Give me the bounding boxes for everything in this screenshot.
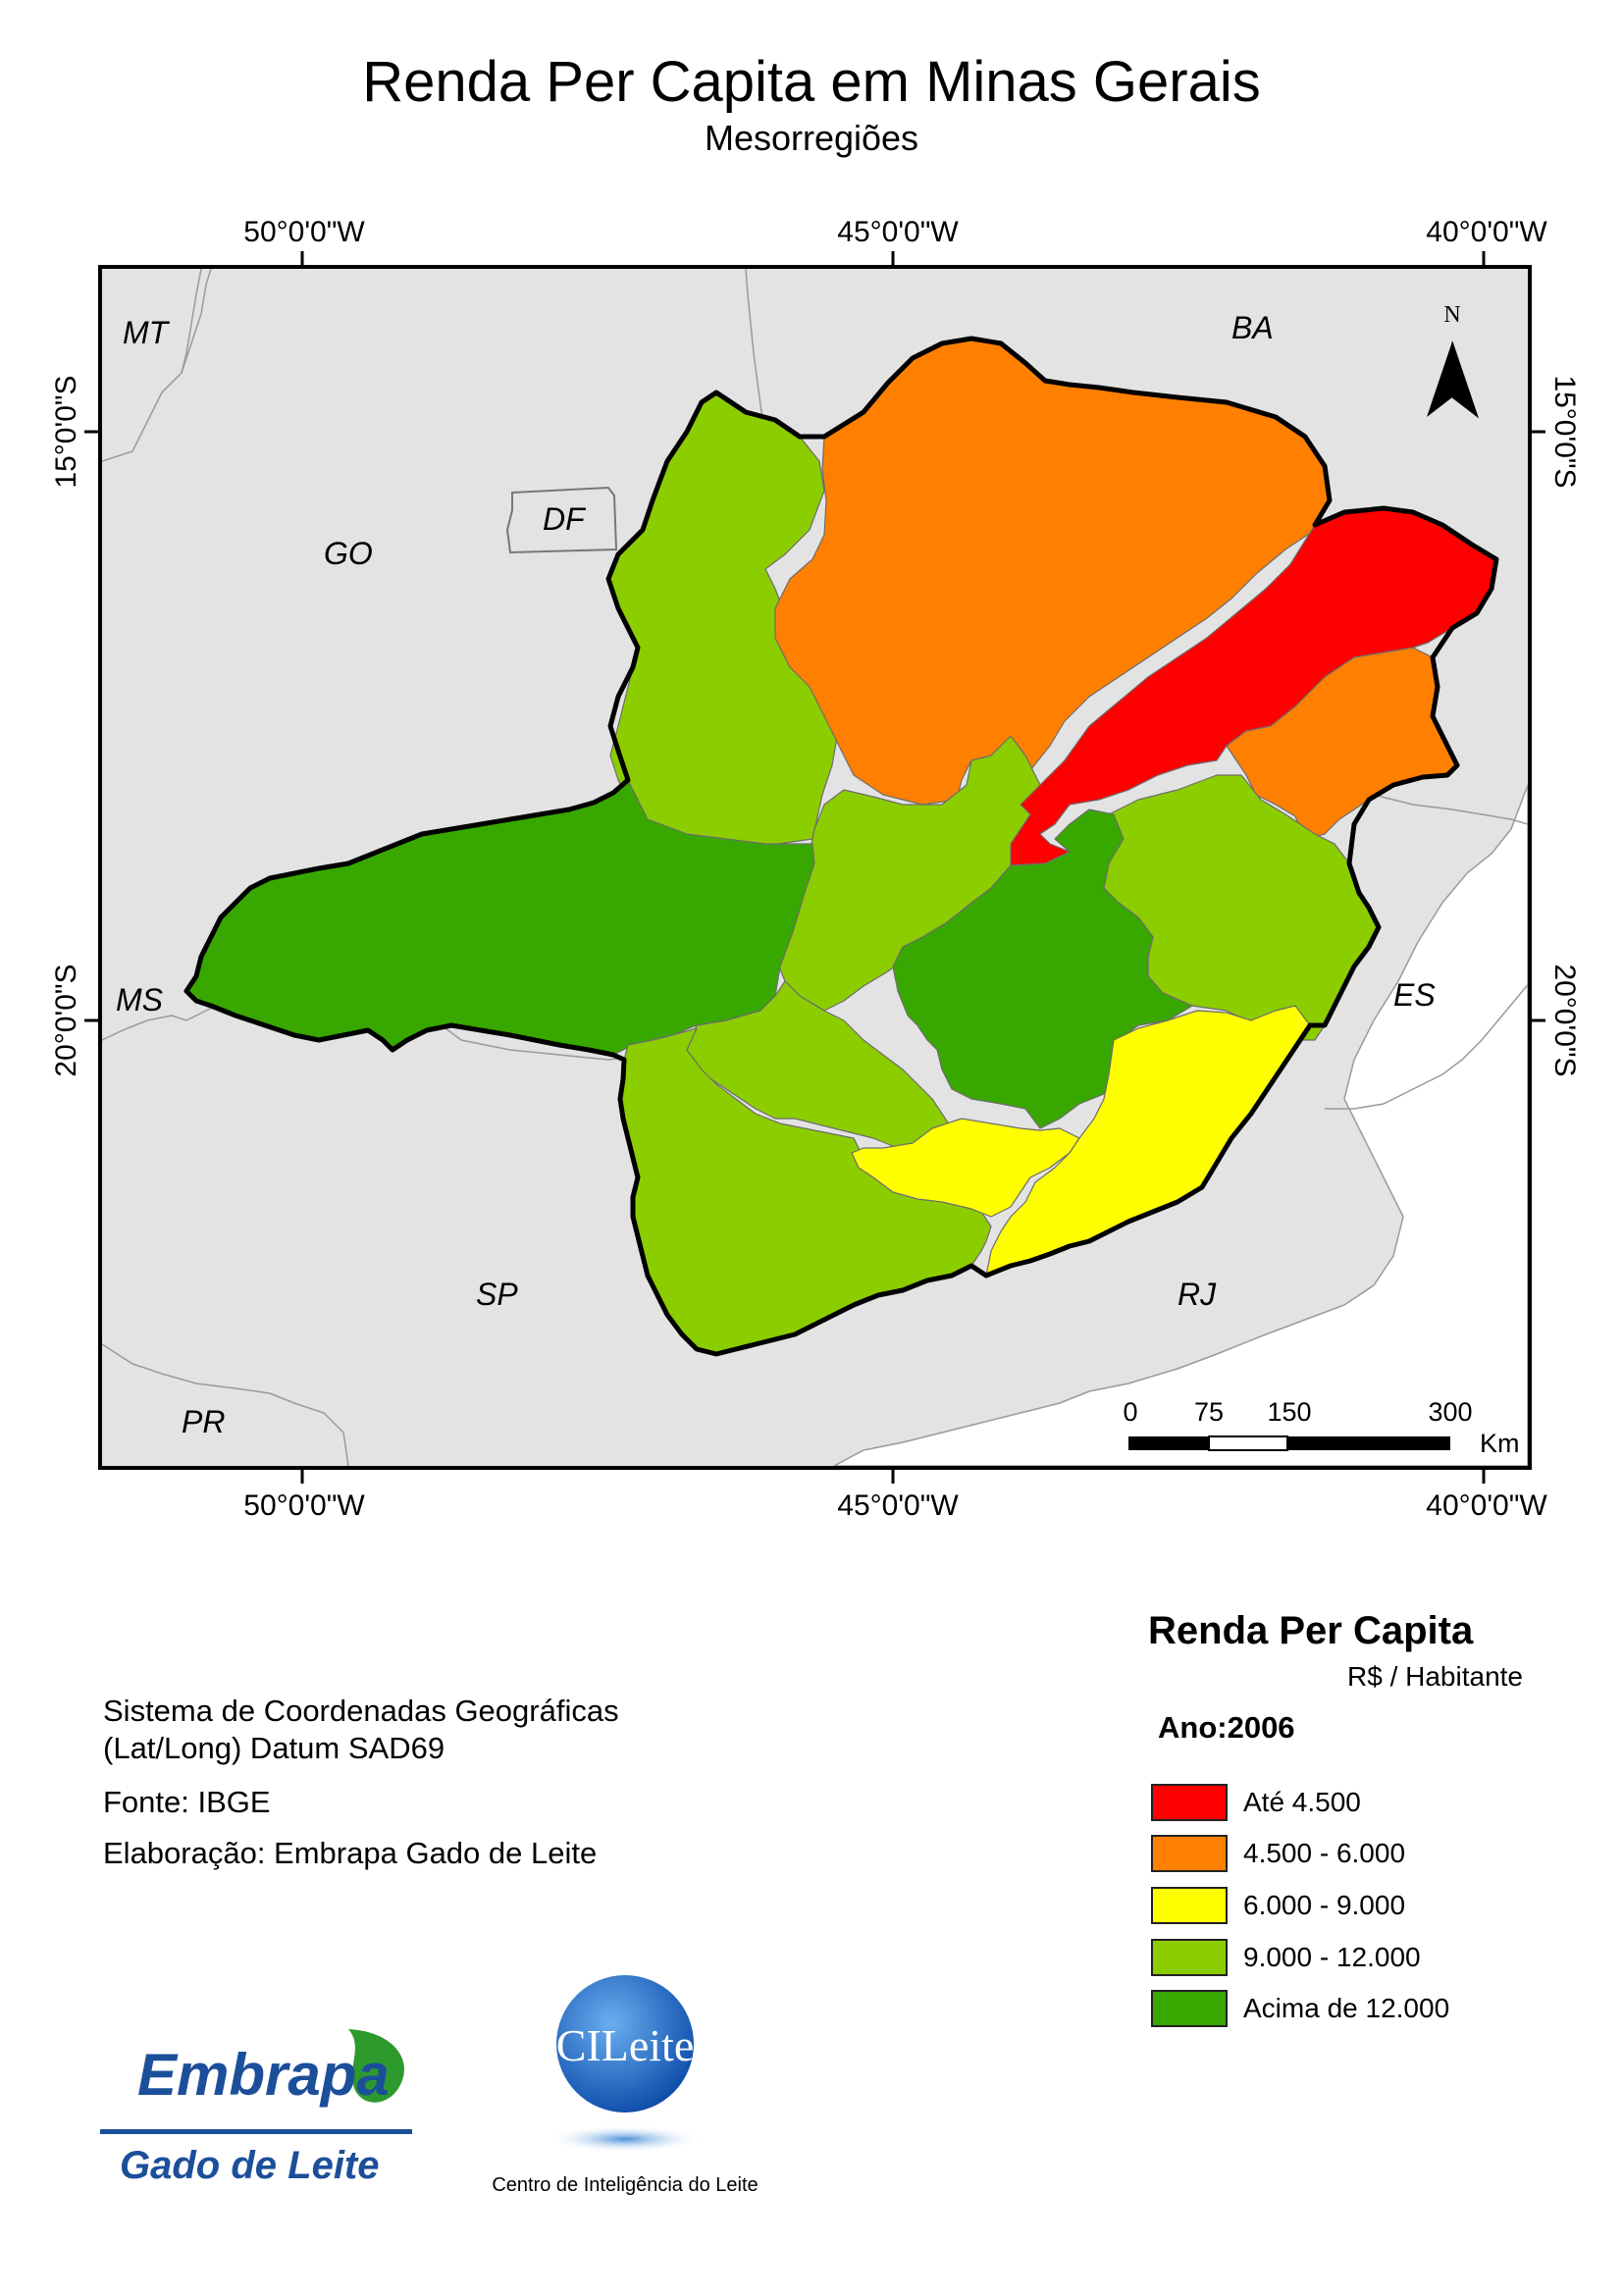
embrapa-logo: Embrapa Gado de Leite: [100, 2029, 412, 2187]
legend-unit: R$ / Habitante: [1347, 1661, 1523, 1692]
legend-year: Ano:2006: [1158, 1710, 1295, 1745]
graticule-top-label: 45°0'0"W: [837, 216, 959, 248]
state-label-ba: BA: [1231, 310, 1274, 345]
scale-tick-label: 150: [1267, 1397, 1311, 1427]
legend-item-label: Até 4.500: [1243, 1787, 1361, 1817]
legend-item: 6.000 - 9.000: [1151, 1885, 1405, 1926]
scale-tick-label: 0: [1123, 1397, 1137, 1427]
north-arrow-icon: N: [1427, 302, 1480, 419]
mesoregions: [185, 338, 1497, 1355]
map-canvas: MT BA GO DF MS ES SP RJ PR N 0 75 150 30…: [102, 269, 1528, 1466]
legend-swatch: [1151, 1784, 1228, 1821]
source-text: Fonte: IBGE: [103, 1785, 271, 1819]
embrapa-logo-text: Embrapa: [137, 2042, 390, 2108]
graticule-bottom-label: 45°0'0"W: [837, 1489, 959, 1522]
df-outline: [505, 486, 618, 554]
legend-item-label: 4.500 - 6.000: [1243, 1838, 1406, 1868]
region-vertentes: [851, 1118, 1080, 1218]
state-label-rj: RJ: [1178, 1277, 1217, 1312]
scale-bar: 0 75 150 300 Km: [1123, 1397, 1519, 1458]
coord-system-line-1: Sistema de Coordenadas Geográficas: [103, 1694, 619, 1728]
cileite-logo-text: CILeite: [556, 2020, 695, 2070]
legend-item: Acima de 12.000: [1151, 1988, 1449, 2029]
legend-item-label: 9.000 - 12.000: [1243, 1942, 1421, 1972]
state-label-pr: PR: [182, 1404, 225, 1439]
state-label-sp: SP: [476, 1277, 518, 1312]
graticule-top-label: 40°0'0"W: [1426, 216, 1547, 248]
scale-tick-label: 75: [1194, 1397, 1224, 1427]
state-label-df: DF: [543, 501, 587, 537]
map-subtitle: Mesorregiões: [704, 118, 919, 158]
scale-tick-label: 300: [1428, 1397, 1472, 1427]
legend-swatch: [1151, 1939, 1228, 1976]
legend-item: Até 4.500: [1151, 1782, 1361, 1823]
legend-title: Renda Per Capita: [1148, 1609, 1474, 1652]
legend-item: 4.500 - 6.000: [1151, 1833, 1405, 1874]
legend-item: 9.000 - 12.000: [1151, 1937, 1421, 1978]
state-label-ms: MS: [116, 982, 163, 1018]
minas-gerais-border: [183, 336, 1499, 1357]
graticule-bottom-label: 50°0'0"W: [243, 1489, 365, 1522]
legend-item-label: 6.000 - 9.000: [1243, 1890, 1406, 1920]
legend-swatch: [1151, 1990, 1228, 2027]
map-frame: MT BA GO DF MS ES SP RJ PR N 0 75 150 30…: [98, 265, 1532, 1470]
graticule-top-label: 50°0'0"W: [243, 216, 365, 248]
author-text: Elaboração: Embrapa Gado de Leite: [103, 1836, 598, 1870]
state-label-es: ES: [1393, 977, 1436, 1013]
graticule-ticks: [84, 251, 1545, 1484]
scale-unit: Km: [1480, 1429, 1520, 1458]
legend-item-label: Acima de 12.000: [1243, 1993, 1450, 2023]
coord-system-line-2: (Lat/Long) Datum SAD69: [103, 1731, 445, 1765]
graticule-bottom-label: 40°0'0"W: [1426, 1489, 1547, 1522]
cileite-subtitle: Centro de Inteligência do Leite: [492, 2174, 758, 2196]
ocean: [833, 784, 1528, 1466]
map-title: Renda Per Capita em Minas Gerais: [362, 50, 1261, 114]
cileite-logo: CILeite Centro de Inteligência do Leite: [492, 1975, 759, 2196]
north-label: N: [1443, 302, 1460, 328]
embrapa-subtitle: Gado de Leite: [120, 2144, 380, 2187]
legend-swatch: [1151, 1835, 1228, 1872]
state-label-mt: MT: [123, 315, 171, 350]
legend-swatch: [1151, 1887, 1228, 1924]
state-label-go: GO: [324, 536, 373, 571]
